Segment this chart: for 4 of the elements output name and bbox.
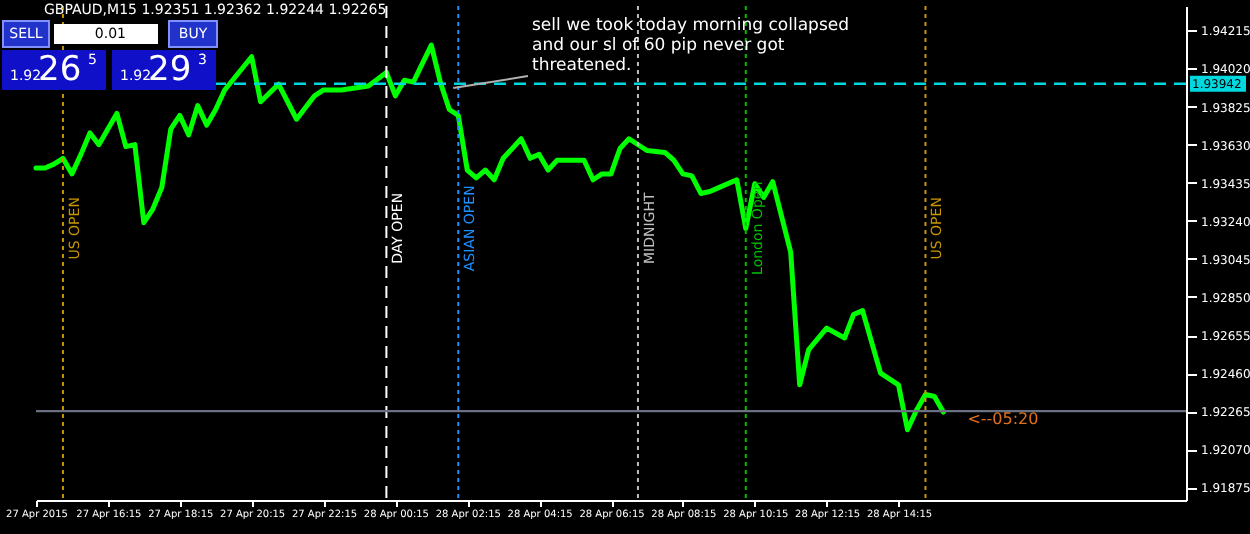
annotation: sell we took today morning collapsed and our sl of 60 pip never got threatened.	[532, 16, 852, 76]
annotation: 26	[38, 50, 82, 90]
annotation: 29	[148, 50, 192, 90]
annotation: <--05:20	[967, 410, 1039, 429]
